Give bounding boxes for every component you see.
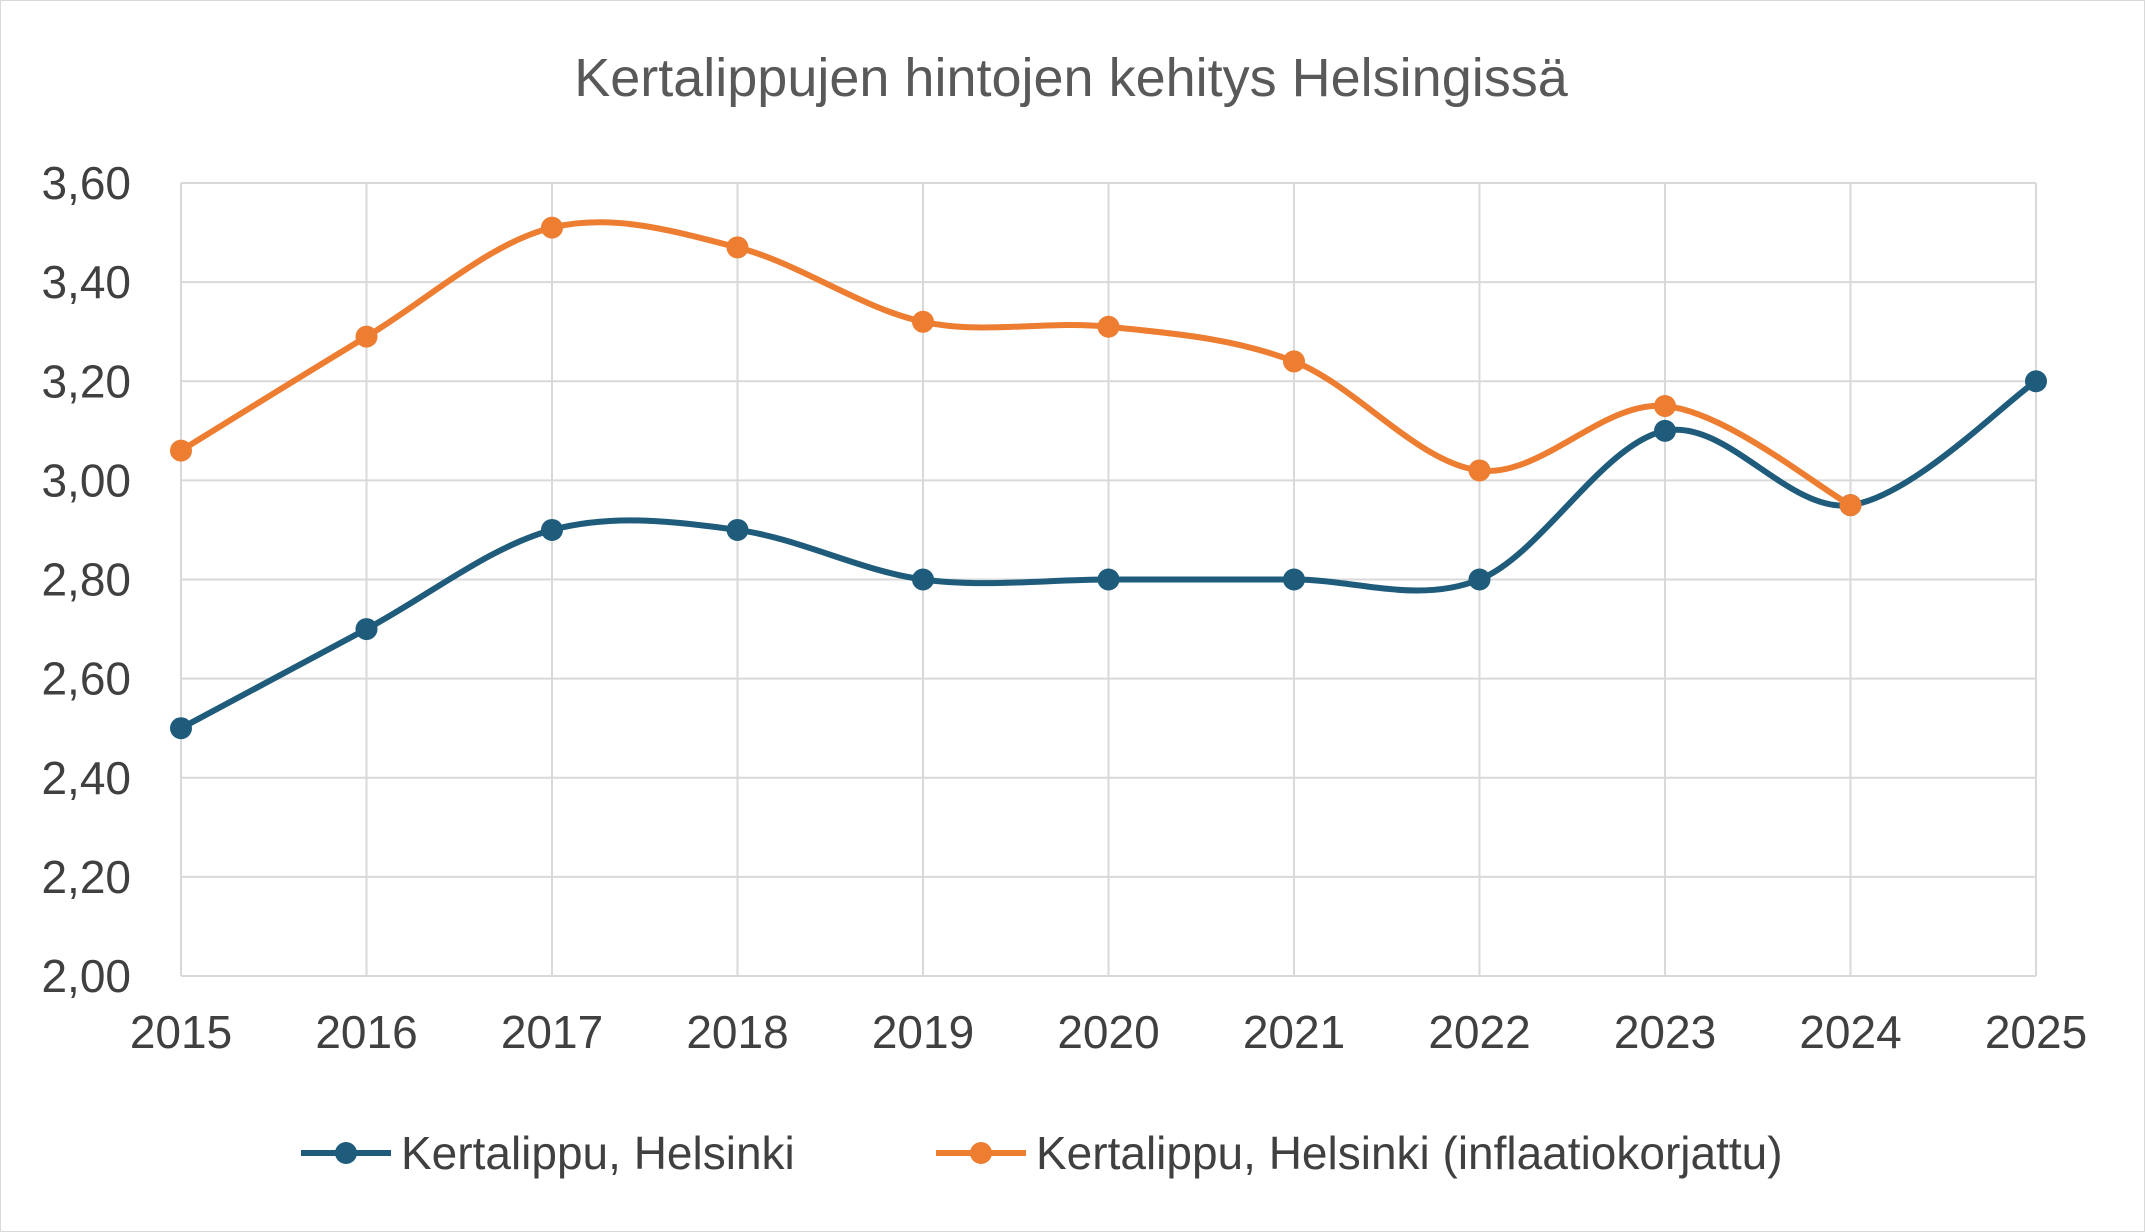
data-point [1654, 419, 1676, 442]
data-point [1283, 568, 1305, 591]
data-point [541, 216, 563, 239]
x-tick-label: 2022 [1428, 1006, 1530, 1058]
x-tick-label: 2015 [130, 1006, 232, 1058]
data-point [1283, 350, 1305, 373]
x-tick-label: 2023 [1614, 1006, 1716, 1058]
y-tick-label: 2,40 [41, 752, 131, 804]
data-point [1468, 568, 1491, 591]
x-tick-label: 2021 [1243, 1006, 1345, 1058]
data-point [1097, 568, 1120, 591]
series-layer [170, 216, 2047, 740]
data-point [1468, 459, 1491, 482]
x-tick-label: 2016 [315, 1006, 417, 1058]
legend-swatch-marker [335, 1142, 357, 1164]
legend-label: Kertalippu, Helsinki [401, 1127, 795, 1179]
legend-item-1: Kertalippu, Helsinki [301, 1127, 795, 1179]
series-line [178, 378, 2039, 732]
series-2 [170, 216, 1862, 517]
x-tick-label: 2020 [1057, 1006, 1159, 1058]
data-point [541, 518, 563, 541]
series-line [178, 219, 1854, 509]
data-point [355, 618, 378, 641]
x-tick-label: 2019 [872, 1006, 974, 1058]
y-tick-label: 3,60 [41, 157, 131, 209]
data-point [1839, 494, 1862, 517]
data-point [726, 236, 749, 259]
x-axis-ticks: 2015 2016 2017 2018 2019 2020 2021 2022 2023 2024… [130, 1006, 2087, 1058]
y-tick-label: 2,80 [41, 554, 131, 606]
x-tick-label: 2018 [686, 1006, 788, 1058]
legend: Kertalippu, Helsinki Kertalippu, Helsinki… [301, 1127, 1783, 1179]
y-tick-label: 3,40 [41, 256, 131, 308]
data-point [170, 439, 192, 462]
x-tick-label: 2017 [501, 1006, 603, 1058]
chart-title: Kertalippujen hintojen kehitys Helsingis… [574, 48, 1569, 108]
y-axis-ticks: 2,00 2,20 2,40 2,60 2,80 3,00 3,20 3,40 3,60 [41, 157, 131, 1002]
x-tick-label: 2025 [1985, 1006, 2087, 1058]
legend-item-2: Kertalippu, Helsinki (inflaatiokorjattu) [936, 1127, 1783, 1179]
data-point [355, 325, 378, 348]
series-1 [170, 370, 2047, 740]
y-tick-label: 2,60 [41, 653, 131, 705]
data-point [170, 717, 192, 740]
legend-label: Kertalippu, Helsinki (inflaatiokorjattu) [1036, 1127, 1783, 1179]
y-tick-label: 2,20 [41, 851, 131, 903]
y-tick-label: 3,00 [41, 454, 131, 506]
data-point [2025, 370, 2047, 393]
legend-swatch-marker [970, 1142, 992, 1164]
data-point [912, 310, 934, 333]
x-tick-label: 2024 [1799, 1006, 1901, 1058]
data-point [726, 518, 749, 541]
data-point [1097, 315, 1120, 338]
y-tick-label: 3,20 [41, 355, 131, 407]
data-point [912, 568, 934, 591]
data-point [1654, 395, 1676, 418]
y-tick-label: 2,00 [41, 950, 131, 1002]
